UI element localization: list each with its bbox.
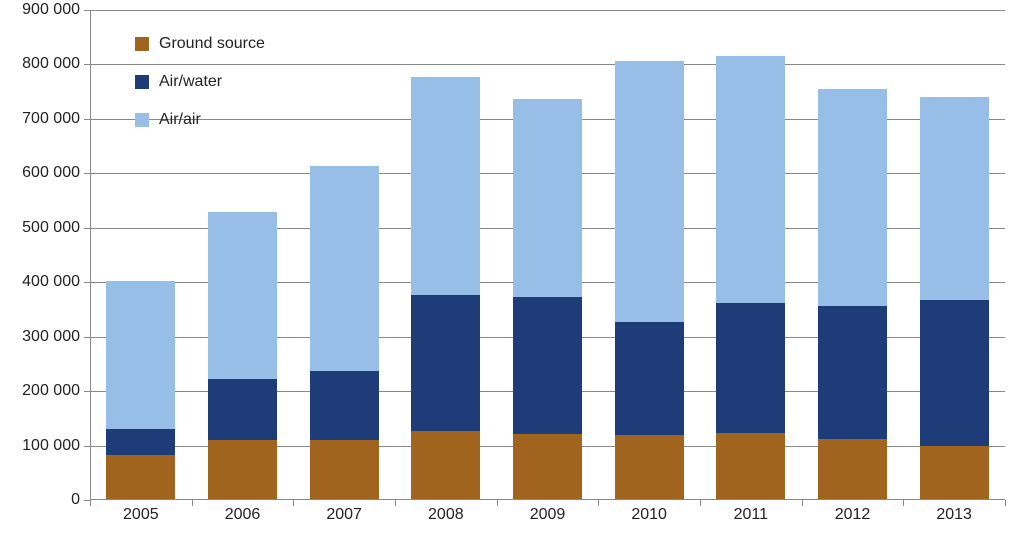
x-axis-label: 2006 bbox=[225, 506, 261, 524]
x-axis-label: 2012 bbox=[835, 506, 871, 524]
x-tick bbox=[90, 500, 91, 506]
x-tick bbox=[598, 500, 599, 506]
legend-label: Air/air bbox=[159, 111, 201, 129]
legend-swatch bbox=[135, 113, 149, 127]
bar-segment-air-air bbox=[818, 89, 887, 307]
x-axis-label: 2005 bbox=[123, 506, 159, 524]
bar-segment-air-air bbox=[615, 61, 684, 321]
bar-segment-ground-source bbox=[208, 440, 277, 499]
bar-segment-ground-source bbox=[818, 439, 887, 499]
legend-label: Ground source bbox=[159, 35, 265, 53]
legend-item: Air/water bbox=[135, 73, 265, 91]
bar-segment-ground-source bbox=[513, 434, 582, 499]
x-axis-label: 2008 bbox=[428, 506, 464, 524]
y-axis-label: 700 000 bbox=[0, 110, 80, 128]
x-tick bbox=[497, 500, 498, 506]
y-axis-label: 800 000 bbox=[0, 55, 80, 73]
bar-segment-air-water bbox=[513, 297, 582, 434]
y-axis-label: 200 000 bbox=[0, 382, 80, 400]
legend: Ground source Air/water Air/air bbox=[135, 35, 265, 129]
bar-segment-ground-source bbox=[106, 455, 175, 499]
legend-swatch bbox=[135, 75, 149, 89]
x-tick bbox=[802, 500, 803, 506]
bar-segment-ground-source bbox=[716, 433, 785, 499]
stacked-bar-chart: 0 100 000 200 000 300 000 400 000 500 000 600 … bbox=[0, 0, 1019, 540]
bar-segment-air-air bbox=[513, 99, 582, 297]
y-axis-label: 100 000 bbox=[0, 437, 80, 455]
bar-segment-air-air bbox=[106, 281, 175, 430]
x-axis-label: 2009 bbox=[530, 506, 566, 524]
legend-swatch bbox=[135, 37, 149, 51]
bar-segment-air-water bbox=[716, 303, 785, 433]
legend-label: Air/water bbox=[159, 73, 222, 91]
legend-item: Ground source bbox=[135, 35, 265, 53]
x-tick bbox=[293, 500, 294, 506]
x-tick bbox=[1005, 500, 1006, 506]
bar-segment-air-water bbox=[920, 300, 989, 446]
y-axis-line bbox=[90, 10, 91, 500]
x-tick bbox=[395, 500, 396, 506]
y-axis-label: 600 000 bbox=[0, 164, 80, 182]
y-axis-label: 500 000 bbox=[0, 219, 80, 237]
y-axis-label: 400 000 bbox=[0, 273, 80, 291]
x-tick bbox=[903, 500, 904, 506]
bar-segment-air-air bbox=[716, 56, 785, 303]
gridline bbox=[90, 10, 1005, 11]
bar-segment-air-air bbox=[310, 166, 379, 371]
bar-segment-air-water bbox=[106, 429, 175, 455]
bar-segment-air-air bbox=[208, 212, 277, 379]
x-axis-label: 2010 bbox=[631, 506, 667, 524]
bar-segment-ground-source bbox=[920, 446, 989, 499]
x-tick bbox=[192, 500, 193, 506]
bar-segment-ground-source bbox=[411, 431, 480, 499]
y-axis-label: 300 000 bbox=[0, 328, 80, 346]
bar-segment-air-water bbox=[208, 379, 277, 441]
bar-segment-air-water bbox=[310, 371, 379, 440]
x-axis-label: 2011 bbox=[734, 506, 768, 524]
bar-segment-air-water bbox=[615, 322, 684, 435]
bar-segment-air-air bbox=[411, 77, 480, 296]
bar-segment-ground-source bbox=[310, 440, 379, 499]
x-tick bbox=[700, 500, 701, 506]
bar-segment-air-water bbox=[818, 306, 887, 439]
x-axis-label: 2007 bbox=[326, 506, 362, 524]
x-axis-label: 2013 bbox=[936, 506, 972, 524]
bar-segment-air-air bbox=[920, 97, 989, 300]
legend-item: Air/air bbox=[135, 111, 265, 129]
y-axis-label: 0 bbox=[0, 491, 80, 509]
bar-segment-ground-source bbox=[615, 435, 684, 499]
y-axis-label: 900 000 bbox=[0, 1, 80, 19]
bar-segment-air-water bbox=[411, 295, 480, 431]
